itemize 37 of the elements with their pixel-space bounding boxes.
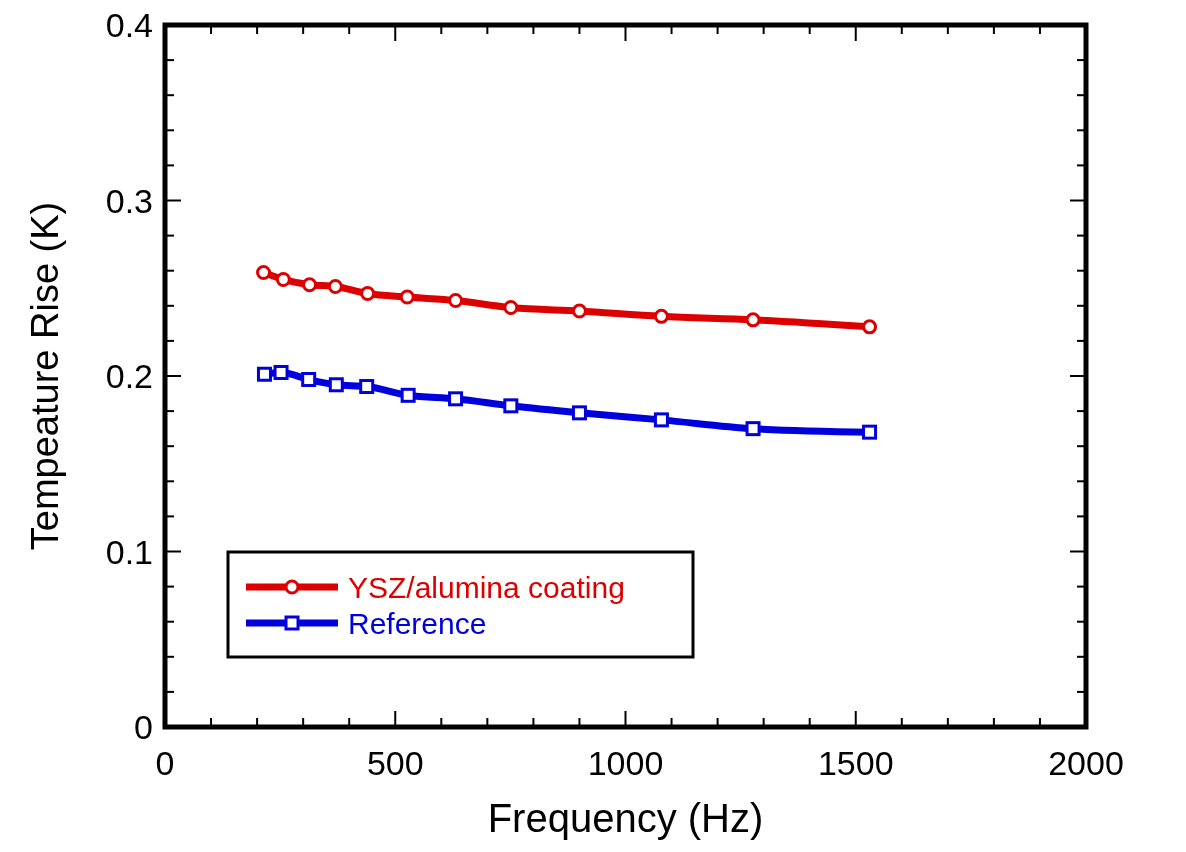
- y-tick-label: 0.2: [105, 357, 153, 395]
- point: [327, 279, 343, 294]
- point: [503, 398, 519, 414]
- y-tick-label: 0.1: [105, 532, 153, 571]
- y-tick-label: 0.4: [105, 6, 153, 44]
- legend-label: Reference: [348, 607, 487, 640]
- point: [571, 303, 587, 319]
- x-tick-label: 500: [366, 744, 424, 782]
- point: [328, 377, 344, 393]
- point: [302, 277, 318, 293]
- point: [745, 312, 761, 328]
- point: [448, 293, 464, 309]
- point: [399, 289, 415, 305]
- point: [862, 424, 878, 440]
- point: [301, 372, 317, 388]
- point: [745, 421, 761, 437]
- legend-label: YSZ/alumina coating: [348, 571, 625, 604]
- point: [653, 308, 669, 324]
- y-tick-label: 0: [134, 708, 153, 746]
- point: [256, 366, 272, 382]
- point: [360, 286, 376, 302]
- point: [448, 391, 464, 407]
- point: [275, 271, 291, 287]
- x-tick-label: 1000: [587, 744, 664, 782]
- point: [862, 319, 878, 335]
- x-tick-label: 2000: [1048, 744, 1124, 782]
- x-axis-title: Frequency (Hz): [487, 796, 764, 840]
- point: [400, 387, 416, 403]
- y-axis-title: Tempeature Rise (K): [24, 201, 66, 551]
- point: [571, 405, 587, 421]
- point: [359, 379, 375, 395]
- point: [273, 364, 289, 380]
- y-tick-label: 0.3: [105, 181, 153, 220]
- point: [653, 412, 669, 428]
- x-tick-label: 1500: [817, 744, 894, 782]
- point: [503, 300, 519, 316]
- point: [256, 264, 272, 280]
